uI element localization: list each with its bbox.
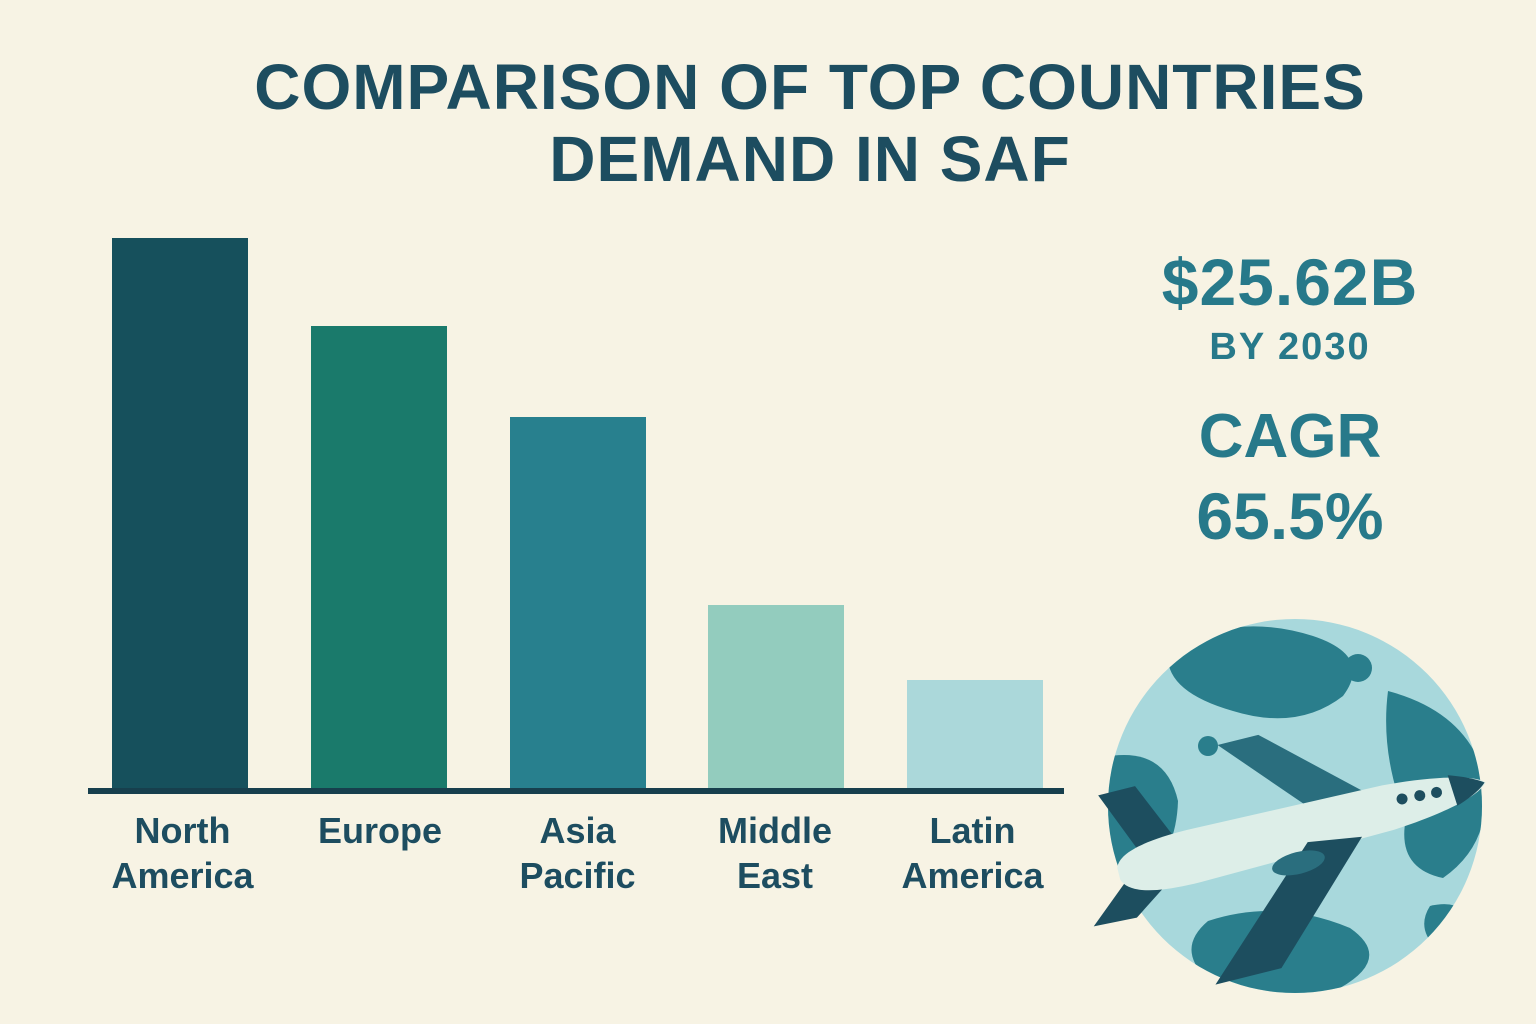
bar-chart [90, 238, 1065, 790]
label-north-america: North America [111, 810, 254, 896]
bar-latin-america [907, 679, 1043, 790]
chart-title: COMPARISON OF TOP COUNTRIES DEMAND IN SA… [90, 51, 1530, 195]
label-middle-east: Middle East [718, 810, 832, 896]
bar-north-america [112, 238, 248, 790]
globe-airplane-svg [1093, 619, 1486, 993]
label-latin-america: Latin America [901, 810, 1044, 896]
chart-title-line1: COMPARISON OF TOP COUNTRIES [254, 51, 1366, 123]
airplane-icon [1093, 734, 1486, 985]
stats-panel: $25.62B BY 2030 CAGR 65.5% [1070, 244, 1510, 554]
bar-column-latin-america [885, 238, 1065, 790]
stat-cagr-value: 65.5% [1196, 479, 1384, 553]
category-labels: North America Europe Asia Pacific Middle… [90, 808, 1065, 898]
bar-column-asia-pacific [488, 238, 668, 790]
bar-column-europe [289, 238, 469, 790]
label-europe: Europe [317, 810, 442, 851]
x-axis-baseline [88, 788, 1064, 794]
chart-title-line2: DEMAND IN SAF [549, 122, 1071, 195]
bar-europe [310, 326, 447, 790]
bar-middle-east [708, 605, 845, 790]
bar-column-north-america [90, 238, 270, 790]
stat-market-value-sub: BY 2030 [1209, 326, 1371, 368]
bar-asia-pacific [509, 417, 646, 790]
stat-market-value: $25.62B [1161, 245, 1419, 319]
bar-column-middle-east [686, 238, 866, 790]
stat-cagr-label: CAGR [1198, 402, 1382, 471]
globe-airplane-illustration [1058, 606, 1528, 1016]
label-asia-pacific: Asia Pacific [519, 810, 636, 896]
